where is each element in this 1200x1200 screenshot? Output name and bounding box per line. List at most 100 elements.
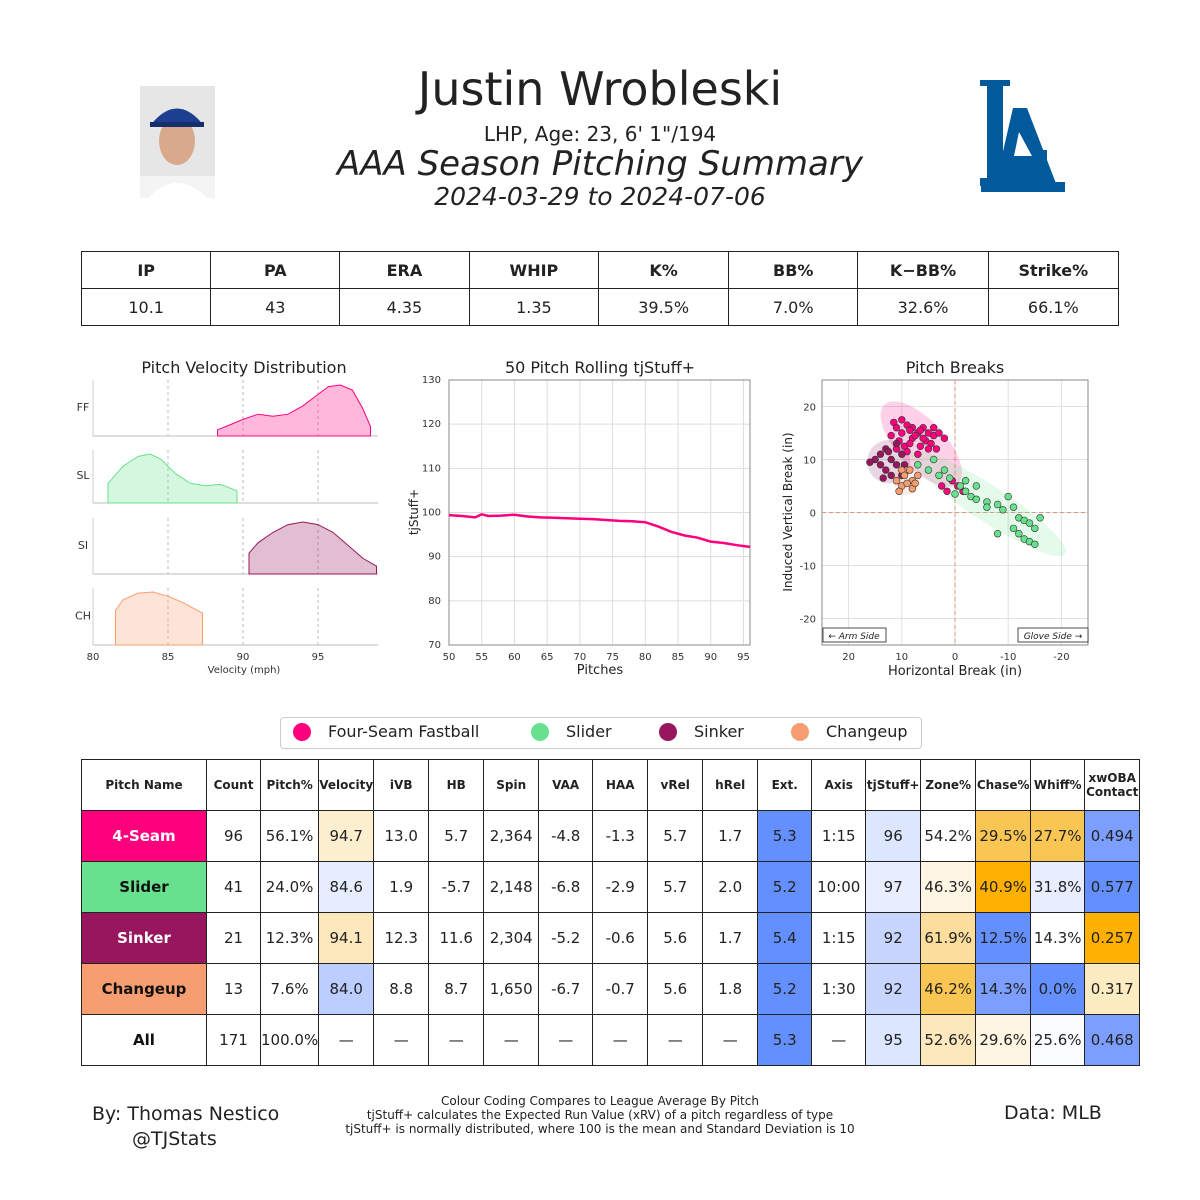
- table-cell: 61.9%: [920, 912, 977, 964]
- breaks-point-SI: [876, 461, 885, 469]
- stat-header-1: PA: [210, 251, 341, 289]
- data-source: Data: MLB: [1004, 1102, 1102, 1124]
- table-cell: 10:00: [811, 861, 867, 913]
- breaks-point-SL: [961, 477, 970, 485]
- table-cell: -1.3: [592, 810, 649, 862]
- table-cell: —: [811, 1014, 867, 1066]
- breaks-xtick: 20: [842, 652, 855, 663]
- table-cell: 13.0: [373, 810, 430, 862]
- author-handle: @TJStats: [132, 1128, 217, 1150]
- breaks-point-FF: [916, 426, 925, 435]
- breaks-point-SL: [914, 461, 922, 469]
- rolling-ytick: 100: [422, 508, 441, 519]
- velocity-xtick: 95: [312, 652, 325, 663]
- table-cell: -4.8: [538, 810, 594, 862]
- table-cell: 5.4: [757, 912, 813, 964]
- table-cell: 94.7: [318, 810, 375, 862]
- pitch-table-col-1: Count: [206, 759, 261, 811]
- breaks-point-FF: [892, 423, 901, 432]
- rolling-ytick: 80: [428, 596, 441, 607]
- legend-item-ff: Four-Seam Fastball: [293, 722, 479, 741]
- table-cell: 27.7%: [1030, 810, 1086, 862]
- breaks-point-SI: [882, 466, 890, 474]
- pitch-table-col-7: VAA: [538, 759, 594, 811]
- table-cell: 8.7: [428, 963, 485, 1015]
- table-cell: 97: [865, 861, 922, 913]
- rolling-ytick: 130: [422, 375, 441, 386]
- stat-value-1: 43: [210, 288, 341, 326]
- rolling-xtick: 50: [443, 652, 456, 663]
- rolling-xlabel: Pitches: [577, 663, 624, 678]
- stat-header-2: ERA: [339, 251, 470, 289]
- table-cell: 13: [206, 963, 261, 1015]
- breaks-point-CH: [903, 479, 911, 488]
- pitch-table-col-13: tjStuff+: [865, 759, 922, 811]
- breaks-point-FF: [887, 431, 895, 440]
- pitch-table-col-3: Velocity: [318, 759, 375, 811]
- table-cell: -5.7: [428, 861, 485, 913]
- pitch-table-col-16: Whiff%: [1030, 759, 1086, 811]
- table-cell: 1:15: [811, 810, 867, 862]
- table-cell: -5.2: [538, 912, 594, 964]
- author-name: By: Thomas Nestico: [92, 1103, 280, 1125]
- footer-notes: Colour Coding Compares to League Average…: [300, 1094, 900, 1136]
- table-cell: -2.9: [592, 861, 649, 913]
- breaks-point-SL: [993, 530, 1002, 538]
- velocity-xtick: 90: [237, 652, 250, 663]
- pitch-table-col-15: Chase%: [975, 759, 1032, 811]
- table-cell: 5.2: [757, 963, 813, 1015]
- pitch-name-cell: Changeup: [81, 963, 207, 1015]
- pitch-table-col-2: Pitch%: [259, 759, 320, 811]
- rolling-ylabel: tjStuff+: [407, 489, 421, 535]
- stat-value-2: 4.35: [339, 288, 470, 326]
- table-cell: 100.0%: [259, 1014, 320, 1066]
- breaks-point-SL: [1025, 519, 1034, 527]
- table-cell: 0.0%: [1030, 963, 1086, 1015]
- table-cell: 54.2%: [920, 810, 977, 862]
- stat-value-7: 66.1%: [987, 288, 1120, 326]
- pitch-table-col-5: HB: [428, 759, 485, 811]
- player-name: Justin Wrobleski: [417, 62, 783, 116]
- pitch-name-cell: 4-Seam: [81, 810, 207, 862]
- rolling-xtick: 55: [475, 652, 488, 663]
- breaks-point-SL: [1036, 514, 1044, 522]
- table-cell: 1.7: [702, 912, 759, 964]
- breaks-point-SL: [972, 495, 980, 504]
- breaks-point-SI: [876, 450, 885, 458]
- rolling-xtick: 75: [606, 652, 619, 663]
- table-cell: 5.2: [757, 861, 813, 913]
- breaks-point-FF: [914, 450, 922, 458]
- breaks-xtick: -10: [1000, 652, 1016, 663]
- table-row: All 171 100.0% — — — — — — — —5.3—95 52.6% 29.6% 25.6…: [81, 1014, 1141, 1066]
- rolling-xtick: 95: [737, 652, 750, 663]
- legend-label-ff: Four-Seam Fastball: [328, 722, 480, 741]
- stat-value-0: 10.1: [80, 288, 212, 326]
- table-cell: -6.8: [538, 861, 594, 913]
- table-cell: 92: [865, 912, 922, 964]
- legend-dot-sl: [531, 722, 549, 741]
- breaks-point-SL: [1031, 524, 1039, 533]
- breaks-point-FF: [898, 416, 906, 424]
- velocity-xtick: 85: [162, 652, 175, 663]
- table-cell: 25.6%: [1030, 1014, 1086, 1066]
- breaks-point-SL: [1004, 492, 1012, 501]
- table-cell: -6.7: [538, 963, 594, 1015]
- table-cell: 31.8%: [1030, 861, 1086, 913]
- arm-side-box: [822, 627, 887, 643]
- pitch-name-cell: Slider: [81, 861, 207, 913]
- breaks-xtick: 10: [895, 652, 908, 663]
- breaks-ytick: 0: [810, 509, 816, 520]
- team-logo: [975, 78, 1070, 206]
- rolling-plot-frame: [448, 379, 751, 646]
- rolling-xtick: 70: [574, 652, 587, 663]
- rolling-xtick: 65: [541, 652, 554, 663]
- breaks-point-CH: [906, 466, 914, 474]
- velocity-row-label-SL: SL: [76, 469, 90, 482]
- breaks-point-SL: [935, 471, 943, 480]
- glove-side-label: Glove Side →: [1024, 632, 1083, 642]
- table-cell: 41: [206, 861, 261, 913]
- table-cell: —: [373, 1014, 430, 1066]
- pitch-table-col-11: Ext.: [757, 759, 813, 811]
- table-cell: 11.6: [428, 912, 485, 964]
- footer-note-1: Colour Coding Compares to League Average…: [441, 1094, 759, 1108]
